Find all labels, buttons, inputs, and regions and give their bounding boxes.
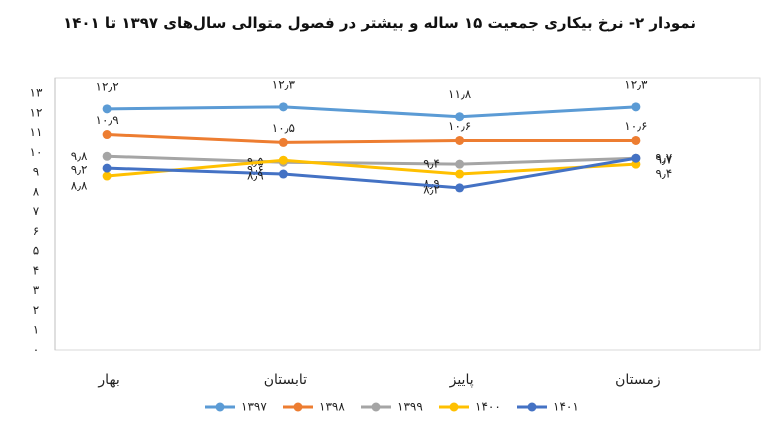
y-tick-label: ۳ xyxy=(33,283,40,297)
data-label: ۱۰٫۵ xyxy=(272,121,295,135)
y-tick-label: ۹ xyxy=(33,165,39,179)
x-tick-label: زمستان xyxy=(615,372,661,388)
point xyxy=(278,169,288,179)
y-tick-label: ۵ xyxy=(33,244,39,258)
data-label: ۱۲٫۳ xyxy=(272,77,296,91)
plot-frame xyxy=(54,77,761,351)
x-tick-label: بهار xyxy=(97,372,119,388)
y-tick-label: ۴ xyxy=(33,263,39,277)
y-tick-label: ۶ xyxy=(33,224,39,238)
legend-marker xyxy=(293,402,303,412)
y-tick-label: ۰ xyxy=(33,343,39,357)
legend-marker xyxy=(371,402,381,412)
point xyxy=(102,104,112,114)
data-label: ۹٫۲ xyxy=(71,163,88,177)
series-line xyxy=(107,154,636,166)
point xyxy=(278,137,288,147)
data-label: ۱۱٫۸ xyxy=(448,87,472,101)
legend-label: ۱۳۹۸ xyxy=(319,400,345,414)
point xyxy=(455,135,465,145)
x-tick-label: تابستان xyxy=(264,372,307,388)
legend-label: ۱۴۰۱ xyxy=(553,400,579,414)
legend-label: ۱۳۹۷ xyxy=(241,400,267,414)
y-tick-label: ۸ xyxy=(33,184,40,198)
point xyxy=(631,102,641,112)
data-label: ۱۰٫۶ xyxy=(624,119,647,133)
series-line xyxy=(107,156,637,190)
point xyxy=(455,112,465,122)
legend-label: ۱۳۹۹ xyxy=(397,400,423,414)
y-tick-label: ۱۰ xyxy=(30,145,43,159)
data-label: ۹٫۴ xyxy=(655,167,672,181)
legend-marker xyxy=(449,402,459,412)
data-label: ۹٫۴ xyxy=(423,157,440,171)
point xyxy=(455,183,465,193)
data-label: ۸٫۹ xyxy=(247,169,264,183)
data-label: ۸٫۲ xyxy=(423,182,440,196)
point xyxy=(102,130,112,140)
y-tick-label: ۱۱ xyxy=(30,125,43,139)
point xyxy=(278,155,288,165)
point xyxy=(455,169,465,179)
data-label: ۹٫۷ xyxy=(655,153,672,167)
y-tick-label: ۷ xyxy=(33,204,40,218)
point xyxy=(631,153,641,163)
y-tick-label: ۲ xyxy=(33,303,39,317)
y-tick-label: ۱۳ xyxy=(30,86,43,100)
data-label: ۱۰٫۹ xyxy=(96,113,119,127)
point xyxy=(102,163,112,173)
point xyxy=(278,102,288,112)
point xyxy=(631,135,641,145)
point xyxy=(455,159,465,169)
legend-label: ۱۴۰۰ xyxy=(475,400,501,414)
series-line xyxy=(106,158,636,178)
series-line xyxy=(107,133,636,144)
data-label: ۹٫۸ xyxy=(71,149,88,163)
legend-marker xyxy=(527,402,537,412)
data-label: ۱۲٫۲ xyxy=(96,79,119,93)
data-label: ۹٫۷ xyxy=(655,151,672,165)
legend-marker xyxy=(215,402,225,412)
x-tick-label: پاییز xyxy=(449,372,474,388)
chart-title: نمودار ۲- نرخ بیکاری جمعیت ۱۵ ساله و بیش… xyxy=(63,14,696,32)
data-label: ۱۰٫۶ xyxy=(448,119,471,133)
series-line xyxy=(107,105,636,119)
data-label: ۸٫۸ xyxy=(71,179,88,193)
point xyxy=(102,151,112,161)
point xyxy=(102,171,112,181)
y-tick-label: ۱ xyxy=(33,323,39,337)
y-tick-label: ۱۲ xyxy=(30,105,43,119)
data-label: ۱۲٫۳ xyxy=(624,77,648,91)
